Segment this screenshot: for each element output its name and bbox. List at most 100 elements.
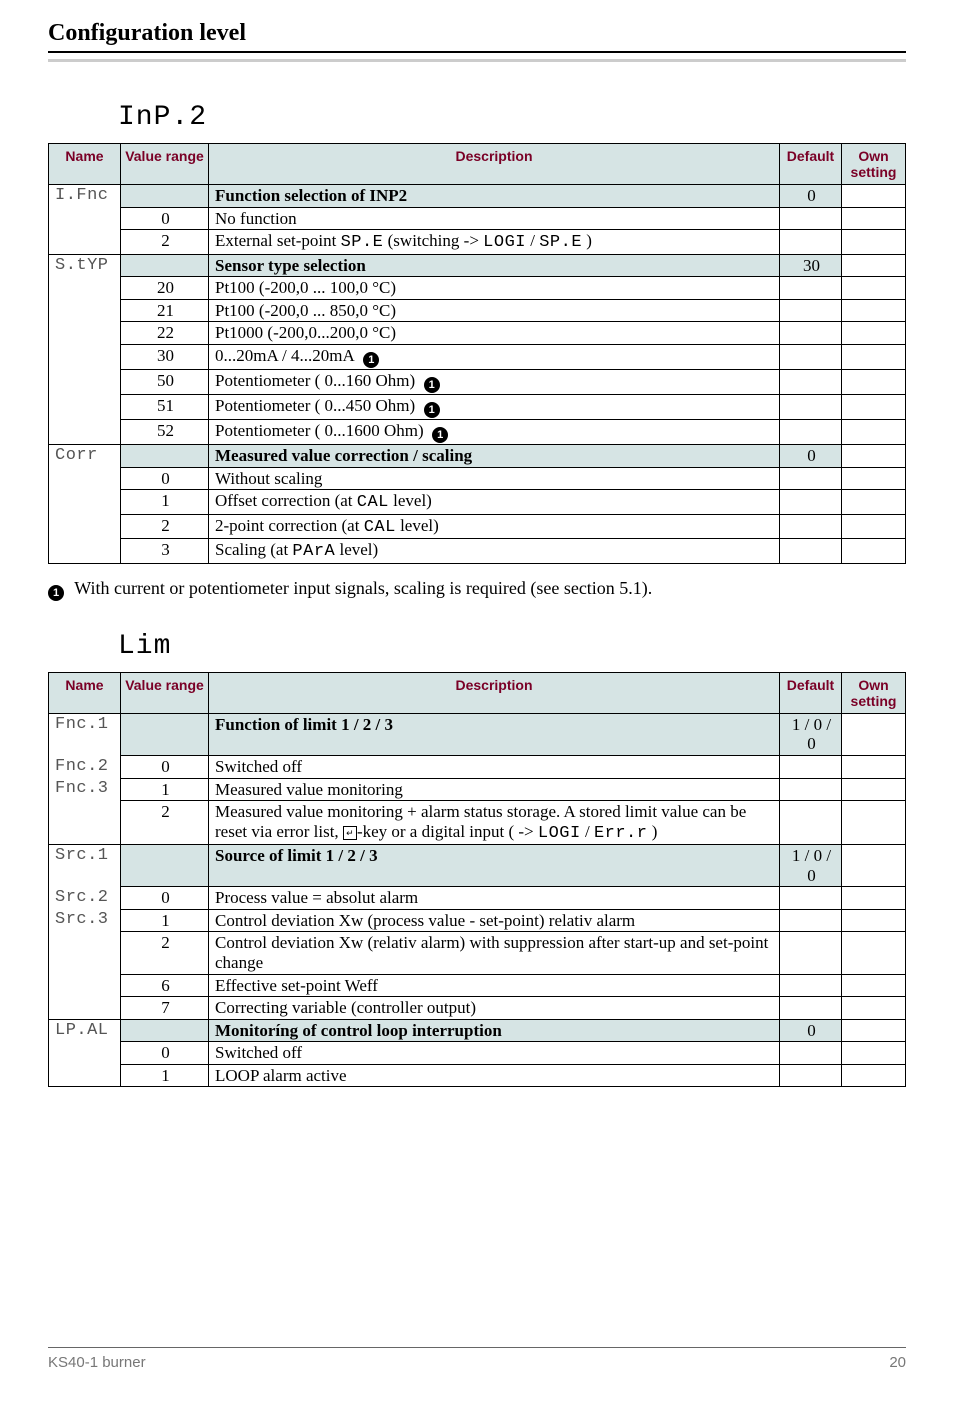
param-name [49,467,121,490]
param-description: Measured value monitoring [209,778,780,801]
param-own-setting [842,490,906,515]
param-default [780,974,842,997]
param-name [49,514,121,539]
param-own-setting [842,345,906,370]
param-description: Correcting variable (controller output) [209,997,780,1020]
param-range: 1 [121,1064,209,1087]
param-description: Potentiometer ( 0...450 Ohm) 1 [209,395,780,420]
param-name [49,932,121,974]
param-description: 2-point correction (at CAL level) [209,514,780,539]
col-header-name: Name [49,672,121,713]
param-description: Effective set-point Weff [209,974,780,997]
param-name [49,345,121,370]
param-name: Src.2 [49,887,121,910]
param-description: Pt100 (-200,0 ... 100,0 °C) [209,277,780,300]
param-name [49,370,121,395]
param-default [780,909,842,932]
param-own-setting [842,756,906,779]
param-range: 0 [121,207,209,230]
param-range: 51 [121,395,209,420]
param-range: 1 [121,909,209,932]
param-range: 6 [121,974,209,997]
param-own-setting [842,230,906,255]
section-heading-inp2: InP.2 [118,102,906,133]
param-name [49,395,121,420]
section-heading-lim: Lim [118,631,906,662]
col-header-own: Own setting [842,672,906,713]
config-table-lim-body: Fnc.1Function of limit 1 / 2 / 31 / 0 / … [49,713,906,1086]
param-range [121,713,209,755]
param-name [49,230,121,255]
param-description: Switched off [209,1042,780,1065]
footnote-text: With current or potentiometer input sign… [74,578,652,598]
param-name [49,1042,121,1065]
col-header-range: Value range [121,144,209,185]
param-description: LOOP alarm active [209,1064,780,1087]
param-description: External set-point SP.E (switching -> LO… [209,230,780,255]
param-own-setting [842,322,906,345]
param-description: Control deviation Xw (relativ alarm) wit… [209,932,780,974]
param-description: Monitoríng of control loop interruption [209,1019,780,1042]
param-default [780,801,842,845]
param-default [780,299,842,322]
param-description: Measured value correction / scaling [209,445,780,468]
param-default: 1 / 0 / 0 [780,713,842,755]
param-name: Corr [49,445,121,468]
param-range: 21 [121,299,209,322]
param-name: Src.3 [49,909,121,932]
param-default [780,345,842,370]
param-name: LP.AL [49,1019,121,1042]
param-range: 1 [121,778,209,801]
param-own-setting [842,207,906,230]
param-default [780,322,842,345]
param-range [121,445,209,468]
param-range: 50 [121,370,209,395]
param-range: 3 [121,539,209,564]
param-range: 0 [121,887,209,910]
param-default: 1 / 0 / 0 [780,845,842,887]
param-range: 2 [121,801,209,845]
param-own-setting [842,254,906,277]
param-default [780,1064,842,1087]
param-own-setting [842,845,906,887]
param-name [49,420,121,445]
param-description: Source of limit 1 / 2 / 3 [209,845,780,887]
param-range: 0 [121,467,209,490]
col-header-name: Name [49,144,121,185]
param-description: Offset correction (at CAL level) [209,490,780,515]
title-underline [48,59,906,62]
param-name: Src.1 [49,845,121,887]
param-range: 2 [121,230,209,255]
param-default [780,1042,842,1065]
config-table-inp2: Name Value range Description Default Own… [48,143,906,564]
param-default [780,467,842,490]
param-own-setting [842,370,906,395]
param-default [780,778,842,801]
param-name: Fnc.3 [49,778,121,801]
param-description: Function selection of INP2 [209,185,780,208]
param-default [780,420,842,445]
param-own-setting [842,185,906,208]
param-default [780,230,842,255]
param-name [49,539,121,564]
param-range [121,1019,209,1042]
param-default [780,277,842,300]
param-own-setting [842,467,906,490]
param-own-setting [842,539,906,564]
param-name [49,974,121,997]
param-default [780,997,842,1020]
param-default [780,490,842,515]
param-range: 1 [121,490,209,515]
param-name [49,801,121,845]
param-description: Switched off [209,756,780,779]
param-own-setting [842,1042,906,1065]
param-description: Control deviation Xw (process value - se… [209,909,780,932]
param-own-setting [842,909,906,932]
col-header-default: Default [780,144,842,185]
param-own-setting [842,778,906,801]
param-range: 2 [121,932,209,974]
param-description: Process value = absolut alarm [209,887,780,910]
param-name [49,997,121,1020]
param-description: Measured value monitoring + alarm status… [209,801,780,845]
param-default [780,539,842,564]
